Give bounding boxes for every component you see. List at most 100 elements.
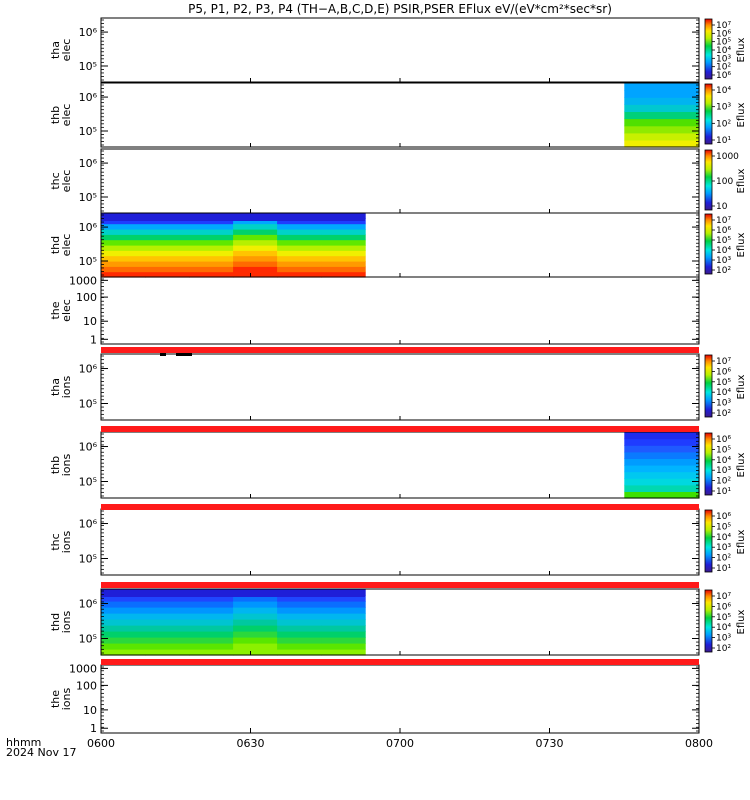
colorbar [704,149,713,211]
colorbar-label: Eflux [736,102,747,127]
panel-thc-elec: 10⁶ 10⁵ thcelec 1000 100 10 Eflux [49,148,747,214]
heat-cell [101,223,146,230]
heat-cell [145,607,190,614]
footer-label-date: 2024 Nov 17 [6,746,76,759]
colorbar-tick-label: 10⁵ [716,236,731,246]
heat-cell [624,90,700,98]
heat-cell [145,631,190,638]
heat-cell [101,261,146,267]
heat-cell [145,239,190,246]
panel-the-ions: 1000 100 10 1 theions [49,662,700,735]
heat-cell [624,445,700,453]
heat-cell [624,139,700,148]
heat-cell [277,250,322,257]
colorbar-tick-label: 10⁴ [716,623,731,633]
panel-ylabel: thaelec [49,39,73,62]
heat-cell [101,213,366,221]
y-tick-label: 10⁵ [79,633,97,646]
heat-cell [233,619,278,626]
y-tick-label: 1 [90,333,97,346]
colorbar [704,83,713,145]
heat-cell [145,250,190,257]
heat-cell [624,478,700,486]
colorbar-tick-label: 1000 [716,152,739,162]
heat-cell [277,266,322,273]
colorbar-tick-label: 10² [716,266,731,276]
heat-cell [233,239,278,246]
heat-cell [101,649,146,656]
colorbar-tick-label: 10² [716,63,731,73]
plot-frame [100,508,700,576]
y-tick-label: 10⁵ [79,191,97,204]
heat-cell [189,250,234,257]
heat-cell [624,491,700,499]
separator-bar [101,582,699,588]
separator-mark [160,353,166,356]
heat-cell [189,637,234,644]
heat-cell [101,234,146,241]
heat-cell [101,625,146,632]
separator-bar [101,504,699,510]
heat-cell [189,601,234,608]
heat-cell [145,601,190,608]
colorbar-tick-label: 10⁴ [716,246,731,256]
heat-cell [233,261,278,267]
heat-cell [321,619,366,626]
heat-cell [145,255,190,262]
y-tick-label: 10⁶ [79,91,98,104]
colorbar [704,213,713,275]
heat-cell [101,271,146,278]
heat-cell [189,245,234,251]
heat-cell [321,266,366,273]
colorbar-tick-label: 10⁵ [716,38,731,48]
heat-cell [189,625,234,632]
heat-cell [233,271,278,278]
colorbar-tick-label: 100 [716,177,733,187]
heat-cell [277,218,322,225]
heat-cell [624,118,700,127]
heat-cell [189,619,234,626]
colorbar [704,589,713,653]
y-tick-label: 10⁵ [79,398,97,411]
heat-cell [321,271,366,278]
heat-cell [189,613,234,620]
heat-cell [321,631,366,638]
heat-cell [277,625,322,632]
y-tick-label: 100 [76,679,97,692]
heat-cell [189,229,234,235]
heat-cell [145,271,190,278]
y-tick-label: 100 [76,291,97,304]
heat-cell [189,643,234,650]
y-tick-label: 10⁶ [79,518,98,531]
heat-cell [145,229,190,235]
x-tick-label: 0730 [536,737,564,750]
heat-cell [101,218,146,225]
heat-cell [624,465,700,473]
heat-cell [145,266,190,273]
colorbar-tick-label: 10⁴ [716,86,731,96]
heat-cell [233,631,278,638]
heat-cell [233,223,278,230]
panel-ylabel: thcions [49,530,73,553]
footer-label-hhmm: hhmm [6,736,41,749]
heat-cell [233,255,278,262]
heat-cell [277,619,322,626]
separator-bar [101,659,699,665]
panel-thb-elec: 10⁶ 10⁵ thbelec 10⁴ 10³ 10² 10¹ Eflux [49,82,747,148]
heat-cell [624,484,700,492]
heat-cell [321,613,366,620]
x-tick-label: 0800 [685,737,713,750]
separator-bar [101,347,699,353]
colorbar-tick-label: 10² [716,644,731,654]
heat-cell [233,218,278,225]
colorbar [704,354,713,418]
heat-cell [101,613,146,620]
colorbar [704,509,713,573]
colorbar-tick-label: 10² [716,477,731,487]
y-tick-label: 10⁵ [79,476,97,489]
